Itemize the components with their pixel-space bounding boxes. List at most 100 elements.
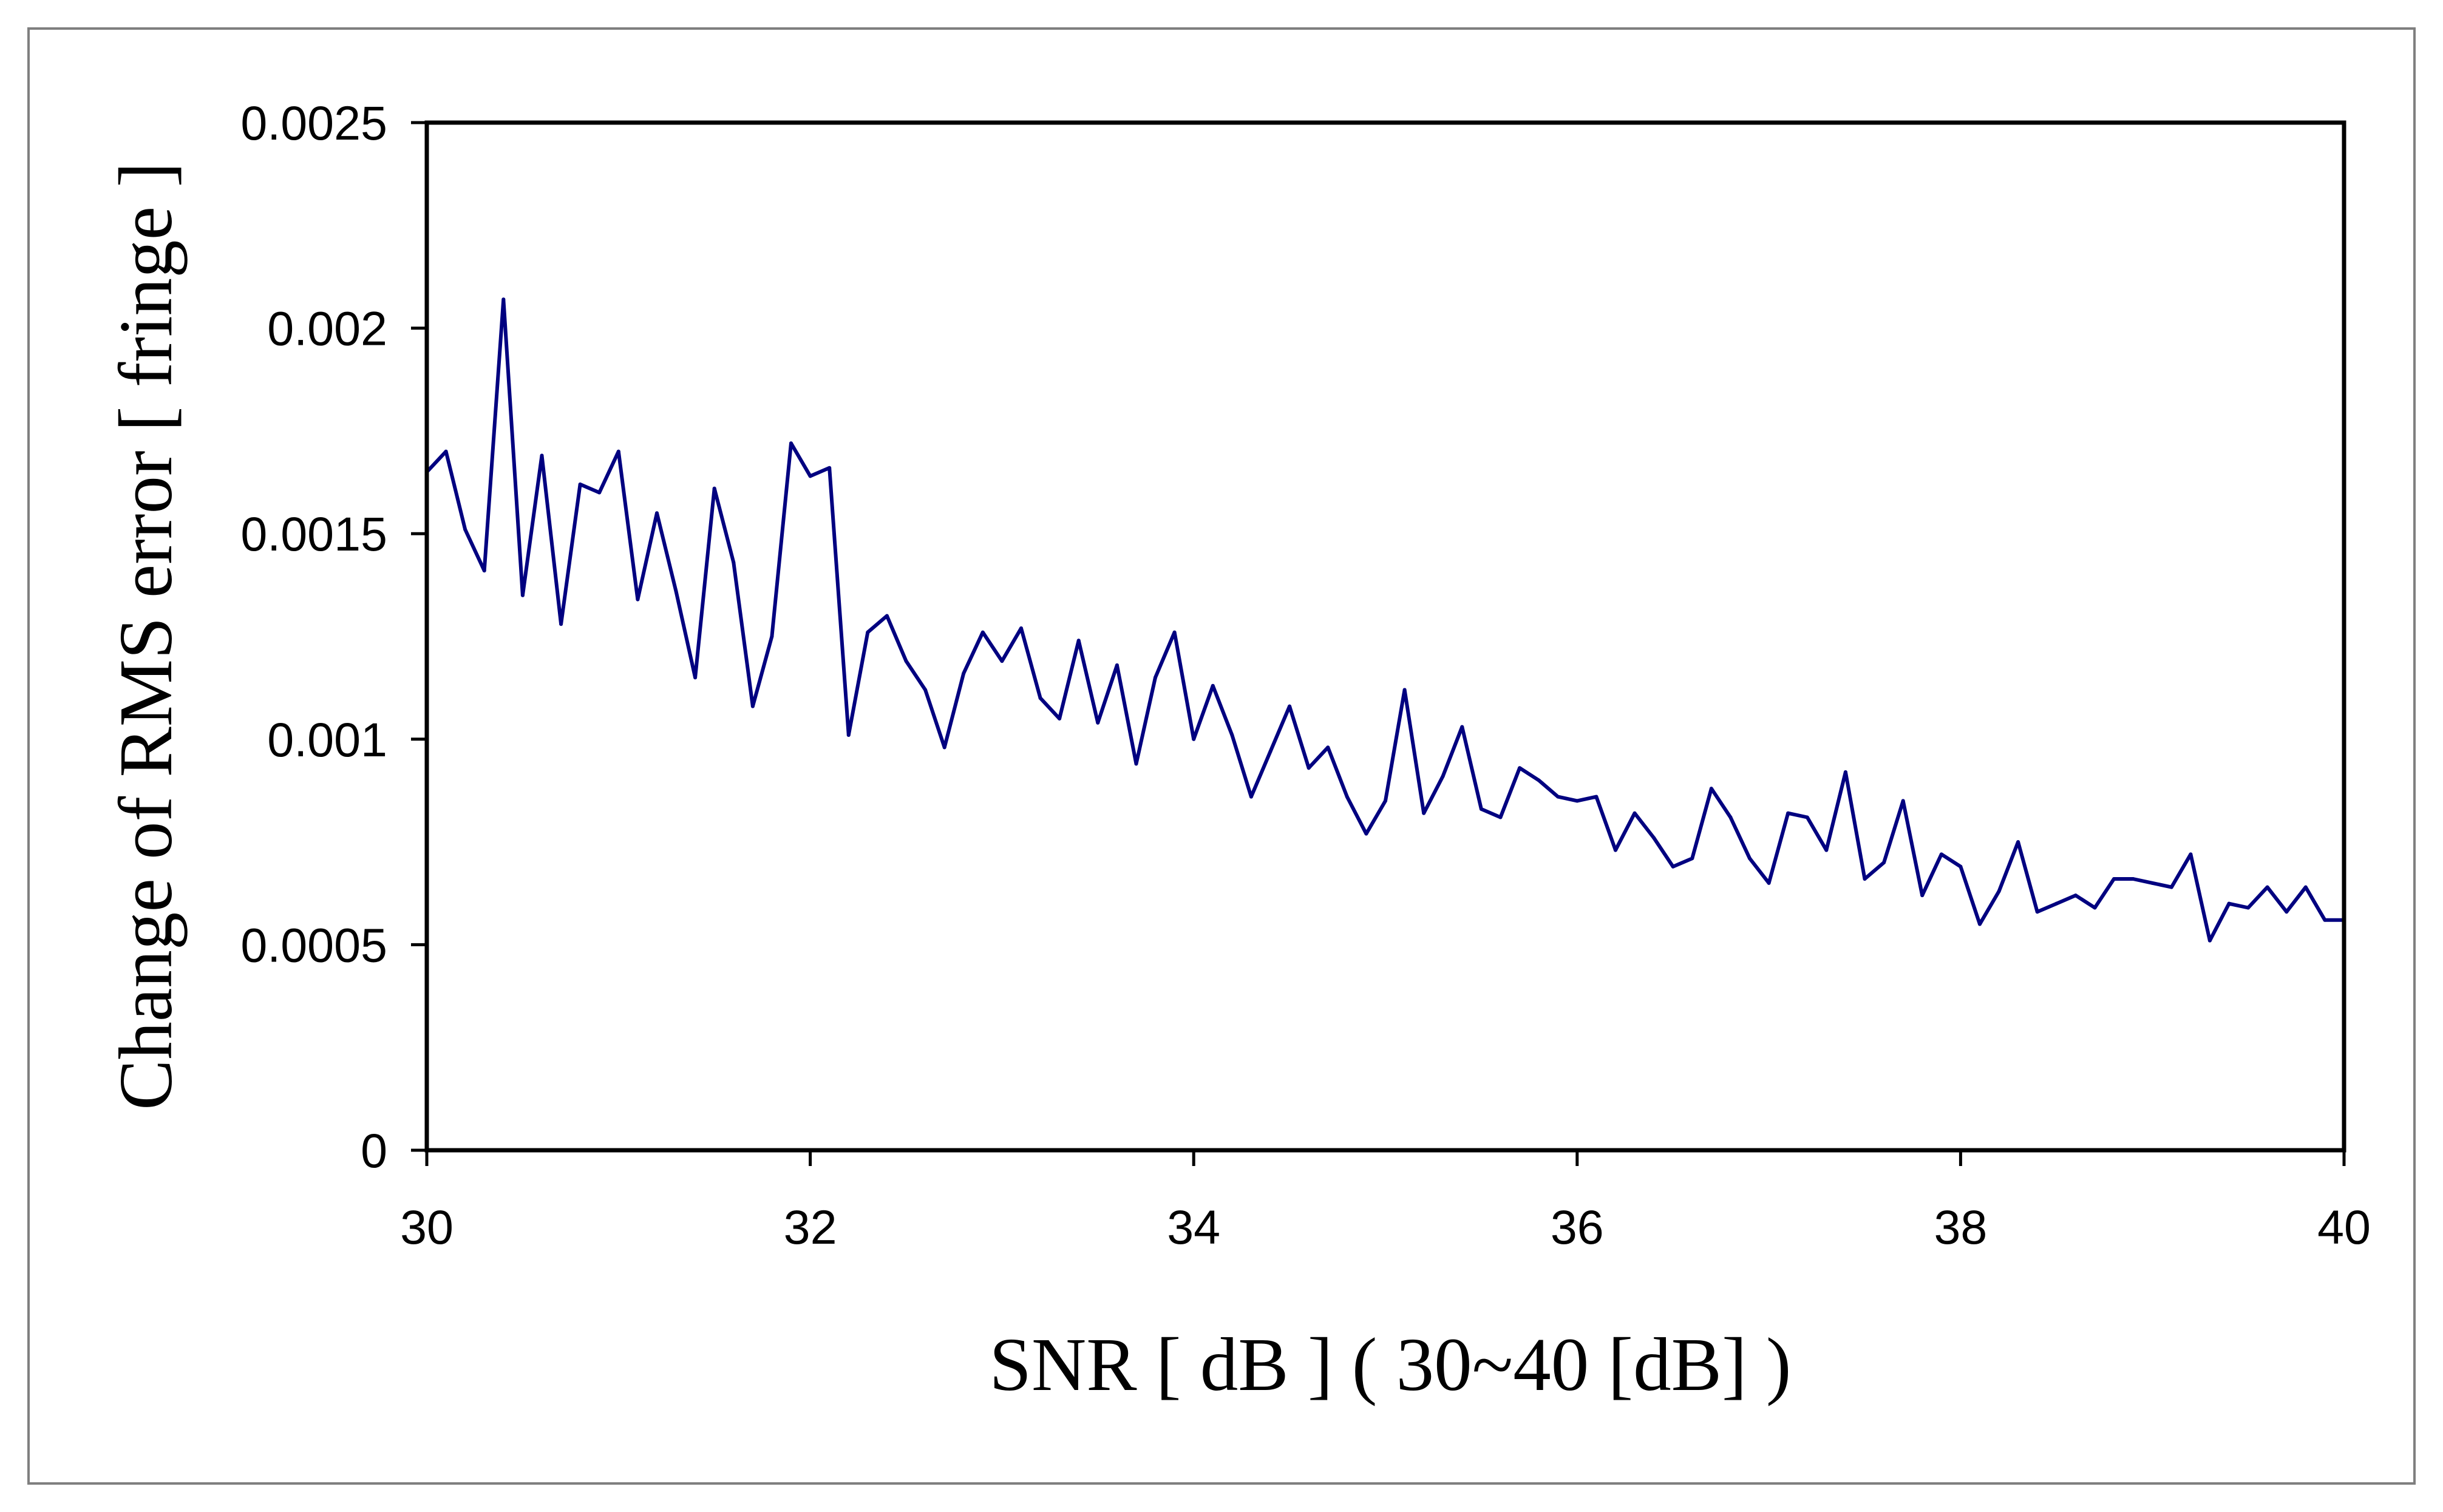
data-point [1211,683,1215,688]
data-point [444,449,448,453]
data-point [1556,795,1560,799]
y-axis: 0 0.0005 0.001 0.0015 0.002 0.0025 [240,96,427,1178]
data-point [1038,696,1042,700]
data-point [2016,840,2020,844]
data-point [1230,733,1234,737]
data-point [2323,918,2327,922]
data-point [2189,852,2193,856]
data-point [1058,716,1062,720]
data-point [1441,774,1445,778]
data-point [962,671,966,676]
data-point [2169,885,2173,889]
data-point [1422,811,1426,815]
data-point [2054,901,2059,906]
data-point [2112,877,2116,881]
data-point [923,688,928,692]
data-point [1633,811,1637,815]
data-point [693,676,698,680]
data-point [808,474,812,478]
x-tick-label: 34 [1167,1200,1220,1254]
data-point [1518,766,1522,770]
data-point [1748,856,1752,861]
data-point [1326,745,1330,750]
y-tick-label: 0 [361,1124,387,1178]
data-point [597,490,602,495]
data-point [789,441,793,446]
y-tick-label: 0.0025 [240,96,387,150]
data-point [1115,663,1119,667]
y-tick-label: 0.001 [267,713,387,767]
data-point [2246,906,2251,910]
data-point [1460,725,1464,729]
y-tick-label: 0.002 [267,302,387,356]
data-point [1997,889,2001,893]
data-point [2150,881,2155,885]
data-point [1959,864,1963,869]
data-point [1537,778,1541,782]
data-point [1345,795,1349,799]
data-point [501,297,506,302]
x-tick-label: 38 [1934,1200,1987,1254]
data-point [712,486,716,490]
data-point [674,589,678,594]
data-point [866,630,870,634]
data-point [1863,877,1867,881]
data-point [616,449,620,453]
data-point [1728,815,1733,819]
data-point [827,466,832,470]
data-point [1172,630,1177,634]
data-point [1882,860,1886,864]
data-point [1364,832,1368,836]
data-point [1249,795,1253,799]
data-point [654,511,659,515]
x-axis-title: SNR [ dB ] ( 30~40 [dB] ) [989,1323,1791,1407]
data-point [732,560,736,564]
data-point [1384,799,1387,803]
x-axis: 30 32 34 36 38 40 [400,1150,2371,1254]
data-point [1805,815,1809,819]
data-point [2265,885,2269,889]
data-point [1824,848,1829,852]
data-point [980,630,985,634]
data-point [2093,906,2097,910]
data-point [463,527,467,532]
data-point [540,453,544,458]
data-point [885,614,889,618]
data-point [2035,910,2039,914]
data-point [846,733,851,737]
data-point [2285,910,2289,914]
data-point [1671,864,1675,869]
data-point [1000,659,1004,663]
data-point [559,622,563,626]
data-point [1613,848,1617,852]
y-axis-title: Change of RMS error [ fringe ] [104,162,188,1110]
data-point [1288,704,1292,708]
x-tick-label: 40 [2317,1200,2371,1254]
data-point [1134,762,1138,766]
data-point [1019,626,1023,630]
data-point [1786,811,1790,815]
data-point [1268,750,1272,754]
data-point [1977,922,1982,926]
data-point [1920,893,1925,898]
plot-area [424,120,2346,1153]
data-point [1498,815,1503,819]
data-point [578,482,582,486]
data-point [1843,770,1847,774]
data-point [1901,799,1905,803]
data-point [1306,766,1311,770]
data-point [1479,807,1483,811]
data-point [520,593,525,597]
data-point [482,569,486,573]
data-point [1939,852,1943,856]
data-point [636,597,640,602]
data-point [904,659,908,663]
data-point [1652,836,1656,840]
data-point [2227,901,2231,906]
data-point [2131,877,2135,881]
data-point [1767,881,1771,885]
data-point [1076,639,1081,643]
y-tick-label: 0.0005 [240,918,387,972]
data-point [750,704,755,708]
data-point [2073,893,2078,898]
